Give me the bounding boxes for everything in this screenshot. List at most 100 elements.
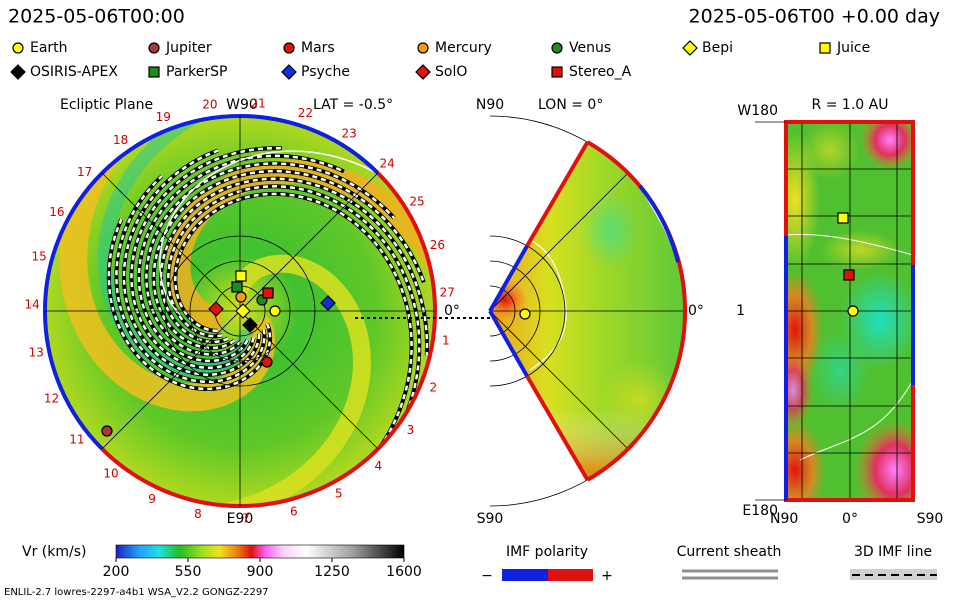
imf-line [174,192,413,485]
sector-label: 2 [429,380,437,394]
imf-minus: − [481,568,493,584]
marker [417,42,429,54]
colorbar-tick-label: 900 [247,564,274,580]
marker [235,303,251,319]
marker [281,64,297,80]
marker [101,425,113,437]
marker [847,305,859,317]
sector-label: 12 [44,391,59,405]
marker [12,42,24,54]
sector-label: 25 [409,194,424,208]
sector-label: 13 [29,346,44,360]
axis-label: 1 [736,303,745,319]
legend-label: Psyche [301,64,350,80]
lat-label: LAT = -0.5° [313,97,393,113]
sector-label: 27 [440,285,455,299]
radial-panel: R = 1.0 AU W180 1 E180 N90 0° S90 [736,97,943,527]
legend-label: Jupiter [165,40,212,56]
marker [235,270,247,282]
sector-label: 24 [379,156,394,170]
marker [843,269,855,281]
marker [208,301,224,317]
axis-label: 0° [688,303,704,319]
marker [551,66,563,78]
imf-line [130,146,282,369]
radial-grid [786,122,913,500]
imf-line [137,154,345,363]
sector-label: 7 [242,511,250,525]
legend: Earth Jupiter Mars Mercury Venus Bepi Juice OSI… [10,40,870,80]
sector-label: 22 [298,106,313,120]
axis-label: S90 [477,511,504,527]
sector-label: 15 [31,250,46,264]
marker [837,212,849,224]
axis-label: W90 [226,97,258,113]
axis-label: S90 [917,511,944,527]
sector-label: 16 [49,205,64,219]
sector-label: 5 [335,487,343,501]
legend-label: Mercury [435,40,492,56]
marker [235,291,247,303]
sector-label: 20 [202,98,217,112]
marker [10,64,26,80]
colorbar-ticks: 200 550 900 1250 1600 [103,558,422,580]
legend-label: Venus [569,40,611,56]
axis-label: N90 [476,97,504,113]
colorbar-tick-label: 550 [175,564,202,580]
axis-label: E180 [742,503,778,519]
time-right: 2025-05-06T00 +0.00 day [689,6,940,28]
imf-line [122,149,261,376]
sector-label: 9 [148,492,156,506]
red-boundary [586,140,688,482]
footer: ENLIL-2.7 lowres-2297-a4b1 WSA_V2.2 GONG… [4,587,269,598]
sector-label: 21 [250,96,265,110]
sheath-line [159,150,425,316]
imf-line-label: 3D IMF line [854,544,932,560]
blue-boundary [638,184,680,263]
imf-plus: + [601,568,613,584]
time-left: 2025-05-06T00:00 [8,6,185,28]
imf-line [145,162,396,356]
sector-label: 14 [24,297,39,311]
marker [819,42,831,54]
axis-label: N90 [770,511,798,527]
marker [682,40,698,56]
marker [148,66,160,78]
axis-label: W180 [737,103,778,119]
imf-negative [502,569,548,581]
colorbar-tick-label: 1250 [314,564,350,580]
legend-label: Mars [301,40,335,56]
legend-label: Juice [836,40,870,56]
legend-label: Earth [30,40,68,56]
sector-label: 18 [113,133,128,147]
sector-label: 1 [442,334,450,348]
sector-label: 19 [156,110,171,124]
legend-label: Stereo_A [569,64,632,80]
colorbar-tick-label: 1600 [386,564,422,580]
legend-label: ParkerSP [166,64,227,80]
legend-label: SolO [435,64,467,80]
marker [148,42,160,54]
imf-label: IMF polarity [506,544,588,560]
marker [269,305,281,317]
axis-label: 0° [444,303,460,319]
sheath-label: Current sheath [677,544,782,560]
marker [320,295,336,311]
panel-title: R = 1.0 AU [812,97,889,113]
axis-label: 0° [842,511,858,527]
legend-label: OSIRIS-APEX [30,64,118,80]
marker [283,42,295,54]
marker [551,42,563,54]
imf-line [166,185,421,427]
colorbar-tick-label: 200 [103,564,130,580]
imf-positive [548,569,593,581]
ecliptic-panel: Ecliptic Plane W90 LAT = -0.5° E90 0° [43,97,490,527]
marker [519,308,531,320]
axis-label: E90 [227,511,254,527]
marker [262,287,274,299]
lon-label: LON = 0° [538,97,603,113]
sector-label: 4 [374,459,382,473]
sector-label: 10 [103,467,118,481]
marker [415,64,431,80]
